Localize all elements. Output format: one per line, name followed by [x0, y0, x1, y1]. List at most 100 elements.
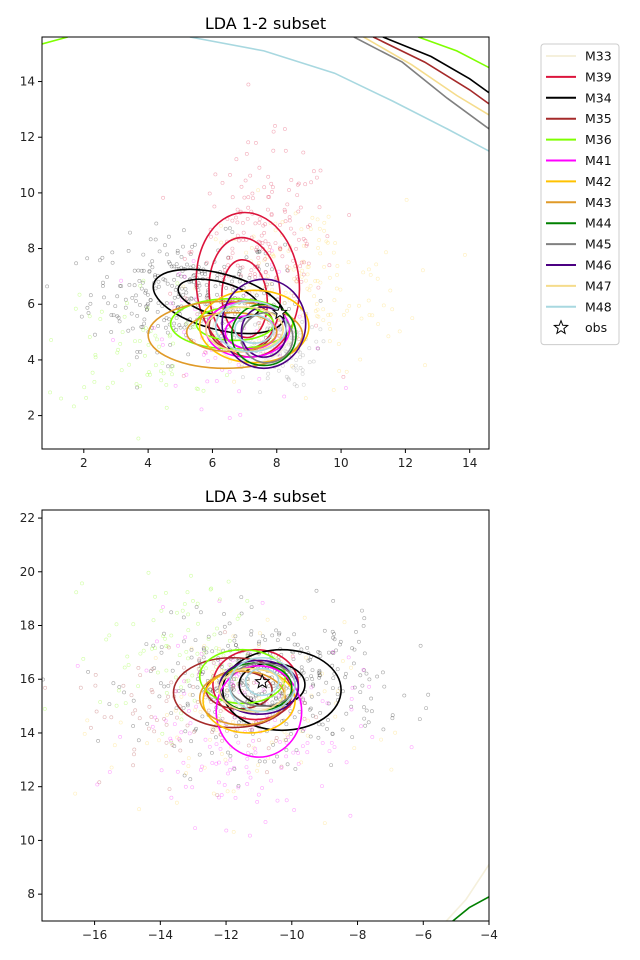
scatter-point: [93, 352, 98, 357]
scatter-point: [149, 715, 154, 719]
scatter-point: [115, 294, 120, 299]
scatter-point: [135, 385, 140, 390]
scatter-point: [159, 378, 164, 383]
scatter-point: [153, 273, 158, 278]
scatter-point: [352, 647, 357, 652]
scatter-point: [305, 265, 310, 269]
scatter-point: [350, 646, 355, 651]
scatter-point: [283, 290, 288, 295]
scatter-point: [175, 248, 180, 253]
scatter-point: [322, 628, 327, 633]
scatter-point: [214, 231, 219, 236]
scatter-point: [240, 375, 245, 380]
scatter-point: [191, 280, 196, 285]
scatter-point: [222, 630, 227, 635]
scatter-point: [109, 330, 114, 334]
scatter-point: [257, 249, 262, 254]
scatter-point: [227, 369, 232, 374]
scatter-point: [182, 691, 187, 696]
scatter-point: [188, 252, 193, 257]
scatter-point: [85, 718, 90, 723]
y-tick-label: 12: [20, 780, 35, 794]
scatter-point: [159, 768, 164, 773]
scatter-point: [278, 246, 283, 251]
scatter-point: [222, 612, 226, 616]
edge-contour-m36: [418, 37, 489, 69]
scatter-point: [146, 342, 151, 347]
scatter-point: [316, 671, 321, 676]
x-tick-label: −4: [480, 928, 498, 942]
legend-label-m39: M39: [585, 69, 612, 84]
scatter-point: [263, 269, 268, 274]
scatter-point: [273, 738, 278, 743]
y-tick-label: 14: [20, 75, 35, 89]
scatter-point: [369, 696, 374, 701]
scatter-point: [17, 259, 20, 262]
scatter-point: [130, 295, 135, 300]
scatter-point: [241, 238, 246, 242]
scatter-point: [198, 710, 203, 714]
scatter-point: [235, 674, 240, 679]
scatter-point: [227, 359, 232, 364]
scatter-point: [142, 353, 147, 358]
scatter-point: [462, 252, 467, 257]
scatter-point: [195, 312, 200, 317]
scatter-point: [253, 264, 258, 269]
scatter-point: [317, 226, 322, 231]
scatter-point: [329, 741, 334, 745]
scatter-point: [245, 756, 250, 761]
scatter-point: [305, 733, 310, 738]
scatter-point: [248, 696, 253, 700]
scatter-point: [218, 223, 223, 228]
scatter-point: [386, 334, 391, 339]
scatter-point: [230, 230, 235, 235]
scatter-point: [257, 738, 261, 743]
scatter-point: [185, 703, 190, 708]
scatter-point: [226, 771, 230, 776]
scatter-point: [226, 750, 230, 755]
scatter-point: [330, 686, 335, 691]
scatter-point: [297, 709, 302, 714]
scatter-point: [232, 335, 237, 340]
scatter-point: [156, 301, 161, 306]
scatter-point: [316, 246, 321, 250]
legend-label-m43: M43: [585, 195, 612, 210]
scatter-point: [340, 659, 345, 663]
contour-m47: [218, 667, 287, 713]
scatter-point: [166, 645, 171, 650]
scatter-point: [107, 633, 112, 638]
scatter-point: [243, 178, 248, 183]
scatter-point: [216, 795, 221, 800]
scatter-point: [287, 342, 292, 347]
x-tick-label: −6: [414, 928, 432, 942]
scatter-point: [278, 690, 283, 695]
scatter-point: [189, 249, 194, 254]
scatter-point: [109, 715, 114, 720]
scatter-point: [219, 664, 224, 669]
scatter-point: [350, 686, 355, 690]
scatter-point: [137, 302, 142, 307]
scatter-point: [315, 217, 320, 222]
scatter-point: [257, 165, 262, 170]
scatter-point: [349, 697, 354, 701]
scatter-point: [117, 319, 122, 324]
scatter-point: [162, 717, 167, 721]
scatter-point: [277, 631, 282, 636]
scatter-point: [155, 337, 159, 342]
scatter-point: [190, 244, 195, 249]
scatter-point: [283, 219, 288, 224]
scatter-point: [174, 262, 179, 267]
scatter-point: [236, 271, 241, 276]
scatter-point: [136, 268, 141, 273]
scatter-point: [169, 364, 174, 369]
scatter-point: [287, 306, 291, 311]
scatter-point: [298, 365, 303, 370]
scatter-point: [300, 268, 305, 273]
plot-area: [42, 570, 489, 921]
scatter-point: [160, 342, 165, 347]
scatter-point: [289, 732, 293, 736]
scatter-point: [159, 645, 164, 650]
scatter-point: [231, 683, 236, 688]
scatter-point: [262, 258, 267, 263]
scatter-point: [326, 718, 330, 722]
